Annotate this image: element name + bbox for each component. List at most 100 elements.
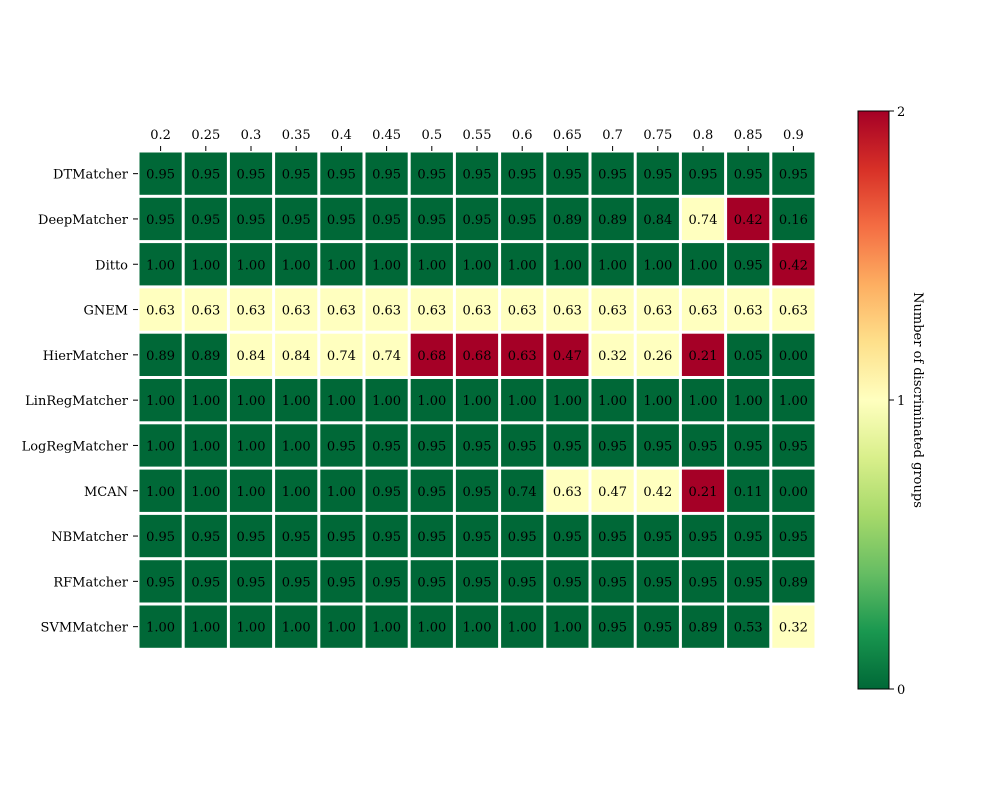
y-tick-label: SVMMatcher xyxy=(41,621,129,636)
heatmap-cell xyxy=(320,424,363,467)
cell-value-label: 0.95 xyxy=(417,530,446,545)
cell-value-label: 0.63 xyxy=(553,304,582,319)
cell-value-label: 0.95 xyxy=(282,575,311,590)
cell-value-label: 1.00 xyxy=(463,394,492,409)
cell-value-label: 0.84 xyxy=(237,349,266,364)
x-tick-label: 0.55 xyxy=(463,128,492,143)
heatmap-cell xyxy=(591,514,634,558)
cell-value-label: 0.95 xyxy=(508,530,537,545)
cell-value-label: 0.21 xyxy=(689,349,718,364)
cell-value-label: 0.42 xyxy=(779,258,808,273)
cell-value-label: 0.05 xyxy=(734,349,763,364)
cell-value-label: 1.00 xyxy=(598,258,627,273)
cell-value-label: 1.00 xyxy=(417,621,446,636)
cell-value-label: 0.74 xyxy=(327,349,356,364)
cell-value-label: 0.95 xyxy=(237,575,266,590)
cell-value-label: 0.16 xyxy=(779,213,808,228)
colorbar-tick-label: 2 xyxy=(897,105,905,120)
heatmap-cell xyxy=(184,152,227,195)
heatmap-cell xyxy=(772,243,815,286)
heatmap-cell xyxy=(229,605,273,648)
cell-value-label: 0.95 xyxy=(734,258,763,273)
heatmap-cell xyxy=(410,243,453,286)
heatmap-cell xyxy=(501,560,544,603)
cell-value-label: 0.32 xyxy=(598,349,627,364)
cell-value-label: 0.95 xyxy=(417,213,446,228)
cell-value-label: 0.32 xyxy=(779,621,808,636)
heatmap-cell xyxy=(229,469,273,512)
cell-value-label: 1.00 xyxy=(508,258,537,273)
cell-value-label: 1.00 xyxy=(372,621,401,636)
cell-value-label: 1.00 xyxy=(146,258,175,273)
heatmap-cell xyxy=(591,605,634,648)
heatmap-cell xyxy=(320,152,363,195)
heatmap-cell xyxy=(455,514,499,558)
cell-value-label: 0.95 xyxy=(779,530,808,545)
heatmap-cell xyxy=(184,514,227,558)
x-tick-label: 0.45 xyxy=(372,128,401,143)
x-tick-label: 0.9 xyxy=(783,128,804,143)
colorbar-gradient xyxy=(857,110,890,690)
heatmap-cell xyxy=(275,243,318,286)
heatmap-cell xyxy=(591,424,634,467)
heatmap-cell xyxy=(727,560,770,603)
colorbar-tick-label: 1 xyxy=(897,394,905,409)
heatmap-cell xyxy=(681,197,725,241)
heatmap-cell xyxy=(320,243,363,286)
heatmap-cell xyxy=(275,424,318,467)
y-tick-label: DTMatcher xyxy=(53,168,129,183)
x-tick-label: 0.25 xyxy=(191,128,220,143)
cell-value-label: 1.00 xyxy=(779,394,808,409)
y-tick-labels: DTMatcher DeepMatcher Ditto GNEM HierMatcher… xyxy=(22,168,138,636)
heatmap-cell xyxy=(546,243,589,286)
heatmap-cell xyxy=(455,152,499,195)
cell-value-label: 1.00 xyxy=(237,394,266,409)
cell-value-label: 0.95 xyxy=(417,439,446,454)
heatmap-cell xyxy=(501,333,544,376)
heatmap-cell xyxy=(229,424,273,467)
cell-value-label: 0.95 xyxy=(779,168,808,183)
heatmap-cell xyxy=(681,560,725,603)
x-tick-label: 0.3 xyxy=(241,128,262,143)
heatmap-cell xyxy=(636,469,679,512)
cell-value-label: 1.00 xyxy=(553,621,582,636)
heatmap-cell xyxy=(501,197,544,241)
cell-value-label: 0.95 xyxy=(282,213,311,228)
cell-value-label: 1.00 xyxy=(146,394,175,409)
heatmap-cell xyxy=(410,288,453,331)
cell-value-label: 0.95 xyxy=(689,168,718,183)
x-tick-label: 0.2 xyxy=(150,128,171,143)
cell-value-label: 0.95 xyxy=(417,485,446,500)
cell-value-label: 0.95 xyxy=(146,575,175,590)
heatmap-cell xyxy=(681,152,725,195)
heatmap-cell xyxy=(546,514,589,558)
cell-value-label: 0.95 xyxy=(598,621,627,636)
heatmap-cell xyxy=(139,469,182,512)
heatmap-cell xyxy=(365,424,408,467)
cell-value-label: 0.95 xyxy=(463,485,492,500)
heatmap-cell xyxy=(727,333,770,376)
cell-value-label: 0.95 xyxy=(463,575,492,590)
y-tick-label: LinRegMatcher xyxy=(25,394,129,409)
heatmap-cell xyxy=(139,560,182,603)
cell-value-label: 0.89 xyxy=(598,213,627,228)
heatmap-cell xyxy=(727,152,770,195)
heatmap-cell xyxy=(410,152,453,195)
heatmap-cell xyxy=(184,333,227,376)
cell-value-label: 0.95 xyxy=(282,168,311,183)
cell-value-label: 0.95 xyxy=(779,439,808,454)
heatmap-cell xyxy=(275,288,318,331)
heatmap-cell xyxy=(727,605,770,648)
x-tick-label: 0.85 xyxy=(734,128,763,143)
heatmap-cell xyxy=(365,379,408,422)
cell-value-label: 1.00 xyxy=(372,394,401,409)
cell-value-label: 0.47 xyxy=(553,349,582,364)
cell-value-label: 0.11 xyxy=(734,485,763,500)
heatmap-cell xyxy=(546,379,589,422)
cell-value-label: 1.00 xyxy=(327,258,356,273)
heatmap-cell xyxy=(636,197,679,241)
cell-value-label: 0.63 xyxy=(191,304,220,319)
heatmap-cell xyxy=(727,514,770,558)
cell-value-label: 0.95 xyxy=(327,575,356,590)
cell-value-label: 0.63 xyxy=(643,304,672,319)
